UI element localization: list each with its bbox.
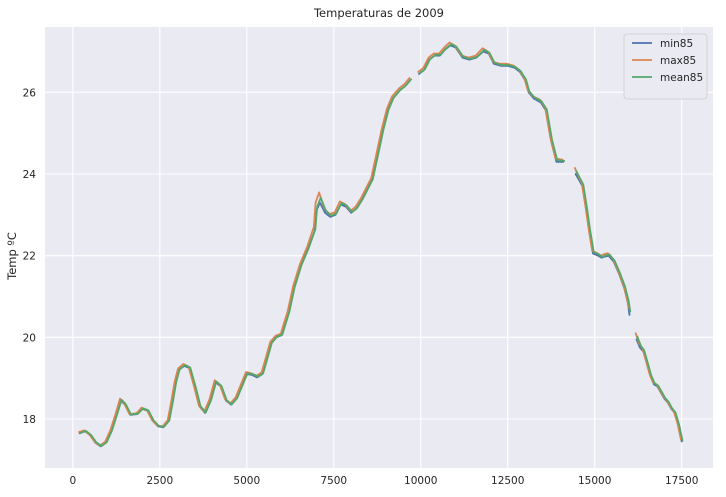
legend-label-mean85: mean85	[660, 72, 703, 84]
y-tick-label: 22	[23, 251, 36, 263]
x-tick-label: 0	[69, 475, 76, 487]
series-lines	[78, 41, 684, 448]
chart-title: Temperaturas de 2009	[313, 6, 444, 20]
y-tick-label: 26	[23, 87, 37, 99]
y-tick-label: 18	[23, 414, 36, 426]
legend-label-max85: max85	[660, 55, 696, 67]
x-tick-label: 7500	[320, 475, 347, 487]
series-line-mean85	[575, 170, 632, 313]
x-tick-label: 5000	[233, 475, 260, 487]
series-line-mean85	[418, 43, 566, 162]
legend: min85 max85 mean85	[623, 33, 708, 100]
x-tick-label: 15000	[578, 475, 611, 487]
y-tick-label: 20	[23, 332, 36, 344]
tick-labels: 0 2500 5000 7500 10000 12500 15000 17500 18 20 22 2…	[23, 87, 699, 487]
x-tick-label: 12500	[491, 475, 524, 487]
x-tick-label: 2500	[146, 475, 173, 487]
grid-lines	[45, 27, 713, 468]
series-line-mean85	[636, 335, 684, 442]
y-tick-label: 24	[23, 169, 37, 181]
x-tick-label: 10000	[404, 475, 437, 487]
legend-label-min85: min85	[660, 38, 693, 50]
series-line-mean85	[79, 78, 412, 447]
y-axis-label: Temp ºC	[5, 232, 19, 281]
plot-background	[45, 27, 713, 468]
legend-box	[623, 33, 708, 100]
x-tick-label: 17500	[665, 475, 698, 487]
